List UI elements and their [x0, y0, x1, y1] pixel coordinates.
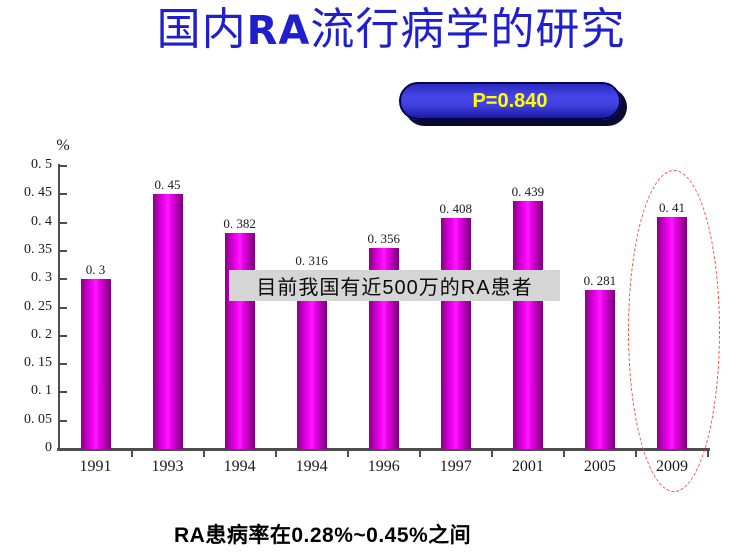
- x-tick-label: 1993: [151, 458, 184, 475]
- x-axis-tick: [562, 451, 565, 457]
- bar: [512, 201, 543, 449]
- slide-title-pre: 国内: [156, 5, 247, 54]
- bar-value-label: 0. 439: [511, 184, 545, 199]
- x-tick-label: 2001: [511, 458, 544, 475]
- x-axis-tick: [202, 451, 205, 457]
- y-axis-tick: [60, 419, 67, 422]
- y-axis-tick: [60, 193, 67, 196]
- y-axis-line: [58, 164, 60, 451]
- y-tick-label: 0. 15: [24, 355, 52, 371]
- y-axis-tick: [60, 249, 67, 252]
- bar: [152, 194, 183, 449]
- y-tick-label: 0. 5: [31, 157, 52, 172]
- x-axis-tick: [490, 451, 493, 457]
- y-axis-tick: [60, 278, 67, 281]
- slide-title: 国内RA流行病学的研究: [0, 1, 756, 58]
- y-tick-label: 0: [45, 440, 52, 455]
- x-axis-tick: [274, 451, 277, 457]
- bottom-caption: RA患病率在0.28%~0.45%之间: [174, 524, 472, 547]
- x-axis-tick: [130, 451, 133, 457]
- y-tick-label: 0. 4: [31, 213, 52, 229]
- p-value-badge[interactable]: P=0.840: [399, 82, 621, 120]
- y-axis-tick: [60, 334, 67, 337]
- bar: [440, 218, 471, 449]
- x-tick-label: 1994: [295, 458, 328, 475]
- y-tick-label: 0. 1: [31, 383, 52, 399]
- annotation-overlay-box: 目前我国有近500万的RA患者: [229, 270, 560, 301]
- bar-value-label: 0. 45: [154, 177, 181, 192]
- bar-value-label: 0. 408: [439, 201, 473, 216]
- bar: [80, 279, 111, 449]
- y-axis-tick: [60, 306, 67, 309]
- x-tick-label: 1994: [223, 458, 256, 475]
- x-tick-label: 1996: [367, 458, 400, 475]
- x-axis-tick: [634, 451, 637, 457]
- y-axis-tick: [60, 221, 67, 224]
- y-axis-unit-label: %: [56, 137, 70, 154]
- y-tick-label: 0. 3: [31, 270, 52, 286]
- bar-value-label: 0. 3: [85, 262, 106, 277]
- x-axis-tick: [418, 451, 421, 457]
- x-axis-tick: [346, 451, 349, 457]
- bar-value-label: 0. 356: [367, 231, 400, 246]
- y-tick-label: 0. 05: [24, 411, 52, 427]
- y-tick-label: 0. 35: [24, 241, 52, 257]
- highlight-ellipse: [628, 170, 720, 492]
- x-axis-line: [57, 448, 710, 451]
- bar: [584, 290, 615, 449]
- bar-value-label: 0. 281: [583, 273, 617, 288]
- x-tick-label: 2005: [583, 458, 616, 475]
- bar: [224, 233, 255, 449]
- y-tick-label: 0. 2: [31, 326, 52, 342]
- bar-value-label: 0. 382: [223, 216, 256, 231]
- slide-title-post: 流行病学的研究: [310, 5, 626, 54]
- y-axis-tick: [60, 391, 67, 394]
- x-axis-tick: [707, 451, 710, 457]
- y-axis-tick: [60, 165, 67, 167]
- x-tick-label: 1997: [439, 458, 472, 475]
- slide-title-ra: RA: [246, 8, 311, 54]
- y-tick-label: 0. 45: [24, 185, 52, 201]
- x-tick-label: 1991: [79, 458, 112, 475]
- bar-value-label: 0. 316: [295, 253, 328, 268]
- y-axis-tick: [60, 363, 67, 366]
- y-tick-label: 0. 25: [24, 298, 52, 314]
